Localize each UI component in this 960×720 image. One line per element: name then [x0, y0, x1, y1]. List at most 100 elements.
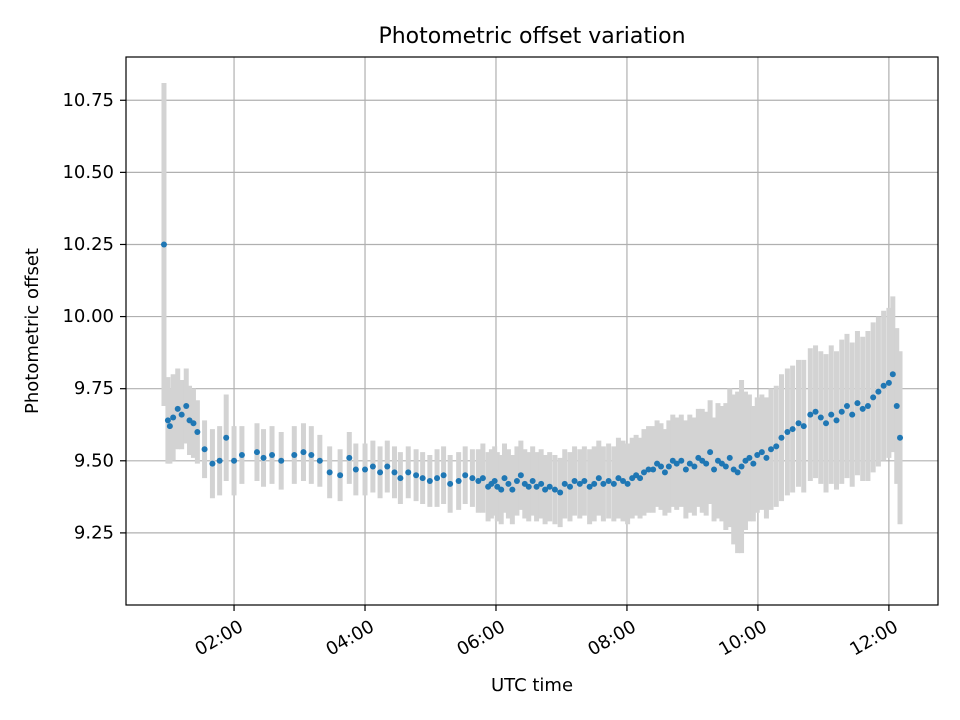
- data-point: [665, 463, 672, 470]
- data-point: [773, 443, 780, 450]
- data-point: [703, 460, 710, 467]
- data-point: [682, 466, 689, 473]
- y-tick-label: 10.00: [62, 306, 114, 327]
- data-point: [405, 469, 412, 476]
- data-point: [566, 483, 573, 490]
- y-axis-ticks: 9.25 9.50 9.75 10.00 10.25 10.50 10.75: [62, 90, 126, 543]
- data-point: [758, 449, 765, 456]
- data-point: [833, 417, 840, 424]
- data-point: [533, 483, 540, 490]
- data-point: [337, 472, 344, 479]
- data-point: [750, 460, 757, 467]
- data-point: [542, 486, 549, 493]
- y-tick-label: 10.75: [62, 90, 114, 111]
- data-point: [738, 463, 745, 470]
- data-point: [498, 486, 505, 493]
- data-point: [800, 423, 807, 430]
- data-point: [308, 452, 315, 459]
- data-point: [440, 472, 447, 479]
- data-point: [828, 411, 835, 418]
- data-point: [854, 400, 861, 407]
- data-point: [377, 469, 384, 476]
- data-point: [164, 417, 171, 424]
- data-point: [897, 434, 904, 441]
- data-point: [238, 452, 245, 459]
- data-point: [661, 469, 668, 476]
- data-point: [201, 446, 208, 453]
- data-point: [413, 472, 420, 479]
- data-point: [726, 454, 733, 461]
- data-point: [637, 475, 644, 482]
- data-point: [501, 475, 508, 482]
- data-point: [893, 402, 900, 409]
- data-point: [600, 480, 607, 487]
- data-point: [479, 475, 486, 482]
- data-point: [491, 477, 498, 484]
- data-point: [812, 408, 819, 415]
- data-point: [843, 402, 850, 409]
- data-point: [223, 434, 230, 441]
- data-point: [326, 469, 333, 476]
- data-point: [300, 449, 307, 456]
- data-point: [509, 486, 516, 493]
- data-point: [789, 426, 796, 433]
- data-point: [849, 411, 856, 418]
- data-point: [546, 483, 553, 490]
- data-point: [763, 454, 770, 461]
- data-point: [746, 454, 753, 461]
- data-point: [784, 428, 791, 435]
- data-point: [170, 414, 177, 421]
- data-point: [525, 483, 532, 490]
- data-point: [538, 480, 545, 487]
- data-point: [384, 463, 391, 470]
- data-point: [576, 480, 583, 487]
- data-point: [795, 420, 802, 427]
- data-point: [216, 457, 223, 464]
- data-point: [160, 241, 167, 248]
- data-point: [419, 475, 426, 482]
- data-point: [462, 472, 469, 479]
- data-point: [316, 457, 323, 464]
- data-point: [823, 420, 830, 427]
- data-point: [561, 480, 568, 487]
- data-point: [352, 466, 359, 473]
- data-point: [260, 454, 267, 461]
- data-point: [673, 460, 680, 467]
- data-point: [678, 457, 685, 464]
- data-point: [711, 466, 718, 473]
- y-tick-label: 10.25: [62, 234, 114, 255]
- data-point: [778, 434, 785, 441]
- data-point: [391, 469, 398, 476]
- data-point: [880, 382, 887, 389]
- data-point: [610, 480, 617, 487]
- data-point: [595, 475, 602, 482]
- data-point: [557, 489, 564, 496]
- plot-frame: [125, 56, 939, 606]
- data-point: [640, 469, 647, 476]
- data-point: [571, 477, 578, 484]
- data-point: [178, 411, 185, 418]
- data-point: [529, 477, 536, 484]
- data-point: [426, 477, 433, 484]
- data-point: [707, 449, 714, 456]
- y-tick-label: 10.50: [62, 162, 114, 183]
- data-point: [447, 480, 454, 487]
- data-point: [362, 466, 369, 473]
- data-point: [658, 463, 665, 470]
- data-point: [253, 449, 260, 456]
- data-point: [551, 486, 558, 493]
- data-point: [691, 463, 698, 470]
- data-point: [183, 402, 190, 409]
- data-point: [885, 379, 892, 386]
- data-point: [807, 411, 814, 418]
- data-point: [455, 477, 462, 484]
- data-point: [768, 446, 775, 453]
- data-point: [722, 463, 729, 470]
- data-point: [346, 454, 353, 461]
- data-point: [650, 466, 657, 473]
- data-point: [434, 475, 441, 482]
- data-point: [291, 452, 298, 459]
- data-point: [754, 452, 761, 459]
- data-point: [870, 394, 877, 401]
- y-axis-label: Photometric offset: [22, 248, 43, 414]
